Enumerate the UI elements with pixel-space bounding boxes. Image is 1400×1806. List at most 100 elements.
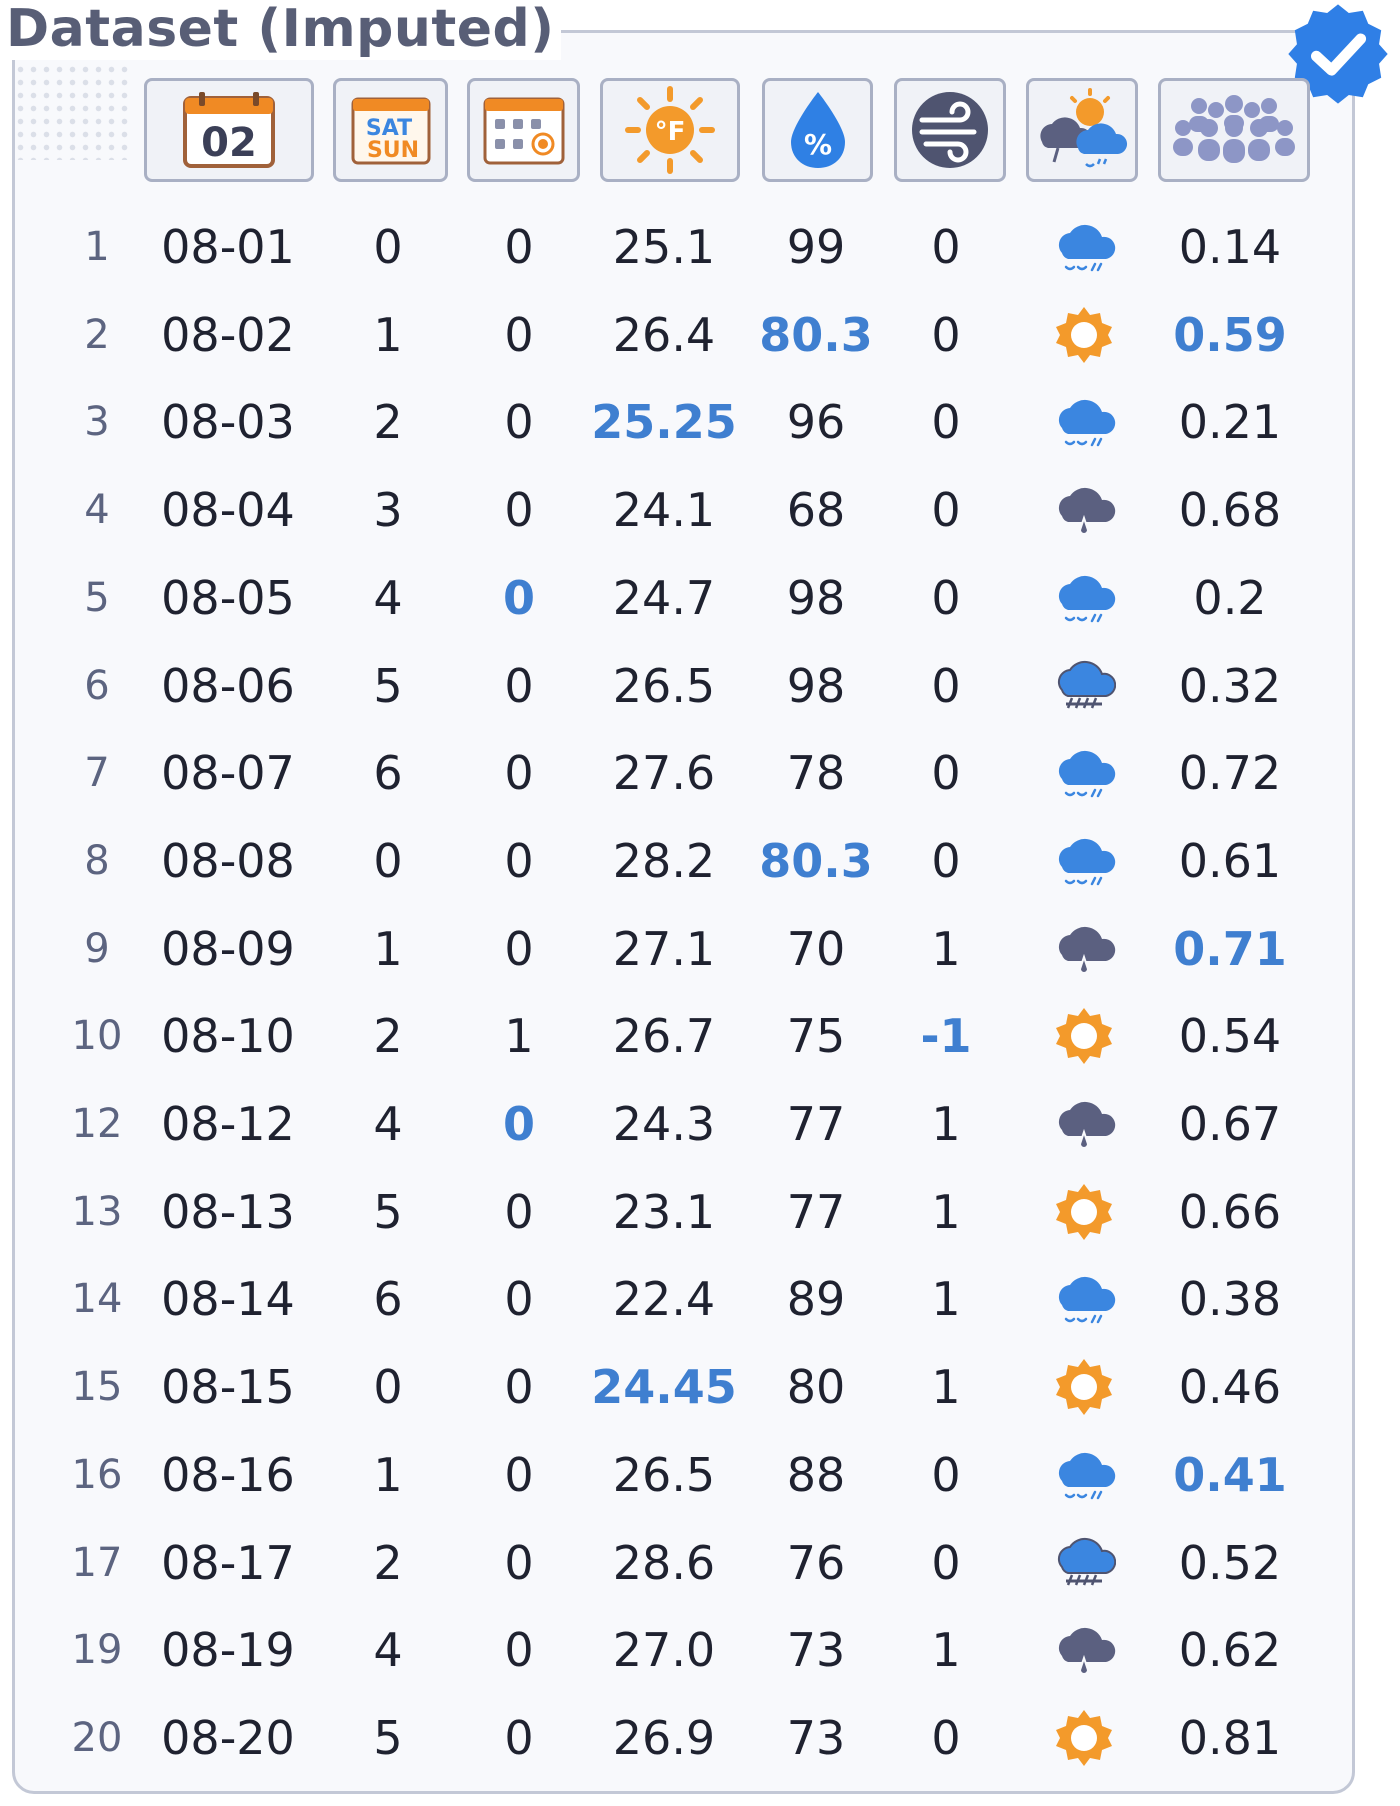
cell-holiday: 0 <box>504 746 534 801</box>
crowd-people-icon <box>1173 95 1295 163</box>
cell-temp: 28.2 <box>612 833 716 888</box>
cell-holiday: 0 <box>504 1360 534 1415</box>
cell-value: 0.81 <box>1178 1710 1282 1765</box>
cell-holiday: 0 <box>504 395 534 450</box>
cell-humidity: 78 <box>786 746 846 801</box>
cell-humidity: 89 <box>786 1272 846 1327</box>
cell-value: 0.68 <box>1178 483 1282 538</box>
cell-wind: 0 <box>931 307 961 362</box>
rain-cloud-icon <box>1039 817 1129 905</box>
header-humidity: % <box>762 78 873 182</box>
cell-idx: 2 <box>84 311 110 358</box>
cell-idx: 8 <box>84 837 110 884</box>
cell-weekday: 2 <box>373 1535 403 1590</box>
cell-wind: 1 <box>931 1272 961 1327</box>
table-row: 13 08-13 5 0 23.1 77 1 0.66 <box>0 1168 1400 1256</box>
rain-cloud-icon <box>1039 203 1129 291</box>
cell-date: 08-10 <box>161 1009 295 1064</box>
cell-date: 08-16 <box>161 1447 295 1502</box>
cell-temp: 22.4 <box>612 1272 716 1327</box>
table-row: 16 08-16 1 0 26.5 88 0 0.41 <box>0 1431 1400 1519</box>
decorative-dot-pattern <box>14 50 134 160</box>
cell-value: 0.71 <box>1173 921 1287 976</box>
header-temperature: °F <box>600 78 740 182</box>
cell-temp: 26.4 <box>612 307 716 362</box>
cell-holiday: 0 <box>504 307 534 362</box>
cell-date: 08-15 <box>161 1360 295 1415</box>
cell-wind: -1 <box>920 1009 972 1064</box>
table-row: 1 08-01 0 0 25.1 99 0 0.14 <box>0 203 1400 291</box>
cell-humidity: 77 <box>786 1097 846 1151</box>
cell-idx: 5 <box>84 574 110 621</box>
cell-value: 0.59 <box>1173 307 1287 362</box>
cell-idx: 10 <box>71 1013 123 1060</box>
table-row: 8 08-08 0 0 28.2 80.3 0 0.61 <box>0 817 1400 905</box>
cell-value: 0.46 <box>1178 1360 1282 1415</box>
table-row: 14 08-14 6 0 22.4 89 1 0.38 <box>0 1255 1400 1343</box>
cell-idx: 4 <box>84 487 110 534</box>
cell-weekday: 6 <box>373 746 403 801</box>
table-row: 2 08-02 1 0 26.4 80.3 0 0.59 <box>0 291 1400 379</box>
rain-cloud-icon <box>1039 1255 1129 1343</box>
cell-humidity: 88 <box>786 1447 846 1502</box>
cell-date: 08-06 <box>161 658 295 713</box>
cell-idx: 14 <box>71 1276 123 1323</box>
cell-holiday: 0 <box>504 921 534 976</box>
cell-temp: 24.3 <box>612 1097 716 1151</box>
cell-humidity: 80 <box>786 1360 846 1415</box>
cell-temp: 23.1 <box>612 1184 716 1239</box>
table-row: 15 08-15 0 0 24.45 80 1 0.46 <box>0 1343 1400 1431</box>
cell-date: 08-14 <box>161 1272 295 1327</box>
cell-holiday: 0 <box>504 1710 534 1765</box>
cell-temp: 28.6 <box>612 1535 716 1590</box>
cell-weekday: 5 <box>373 658 403 713</box>
table-row: 5 08-05 4 0 24.7 98 0 0.2 <box>0 554 1400 642</box>
storm-cloud-icon <box>1039 1080 1129 1168</box>
cell-idx: 7 <box>84 750 110 797</box>
table-row: 20 08-20 5 0 26.9 73 0 0.81 <box>0 1694 1400 1782</box>
cell-date: 08-13 <box>161 1184 295 1239</box>
cell-weekday: 3 <box>373 483 403 538</box>
cell-humidity: 98 <box>786 658 846 713</box>
cell-wind: 0 <box>931 570 961 625</box>
cell-weekday: 0 <box>373 833 403 888</box>
cell-value: 0.62 <box>1178 1623 1282 1678</box>
cell-idx: 9 <box>84 925 110 972</box>
cell-date: 08-17 <box>161 1535 295 1590</box>
cell-wind: 0 <box>931 833 961 888</box>
cell-temp: 25.25 <box>591 395 737 450</box>
cell-holiday: 0 <box>504 833 534 888</box>
cell-idx: 17 <box>71 1539 123 1586</box>
rain-cloud-icon <box>1039 378 1129 466</box>
cell-temp: 26.5 <box>612 1447 716 1502</box>
fahrenheit-label: °F <box>655 117 686 147</box>
header-weather <box>1026 78 1138 182</box>
cell-wind: 0 <box>931 1535 961 1590</box>
cell-temp: 26.5 <box>612 658 716 713</box>
wind-icon <box>912 92 988 168</box>
calendar-date-icon: 02 <box>183 92 275 168</box>
cell-wind: 0 <box>931 220 961 274</box>
cell-holiday: 0 <box>504 1272 534 1327</box>
storm-cloud-icon <box>1039 1606 1129 1694</box>
cell-wind: 1 <box>931 1184 961 1239</box>
cell-weekday: 1 <box>373 307 403 362</box>
cell-date: 08-19 <box>161 1623 295 1678</box>
cell-wind: 0 <box>931 395 961 450</box>
sun-icon <box>1039 1694 1129 1782</box>
cell-temp: 24.45 <box>591 1360 737 1415</box>
cell-date: 08-04 <box>161 483 295 538</box>
cell-wind: 0 <box>931 1710 961 1765</box>
sat-label: SAT <box>365 116 411 141</box>
header-wind <box>894 78 1006 182</box>
cell-wind: 1 <box>931 1360 961 1415</box>
cell-holiday: 0 <box>504 1447 534 1502</box>
cell-weekday: 5 <box>373 1184 403 1239</box>
cell-value: 0.14 <box>1178 220 1282 274</box>
cell-holiday: 0 <box>504 1184 534 1239</box>
cell-weekday: 4 <box>373 1097 403 1151</box>
cell-weekday: 2 <box>373 395 403 450</box>
verified-check-badge-icon <box>1288 4 1388 104</box>
cell-idx: 15 <box>71 1364 123 1411</box>
cell-humidity: 80.3 <box>759 307 873 362</box>
